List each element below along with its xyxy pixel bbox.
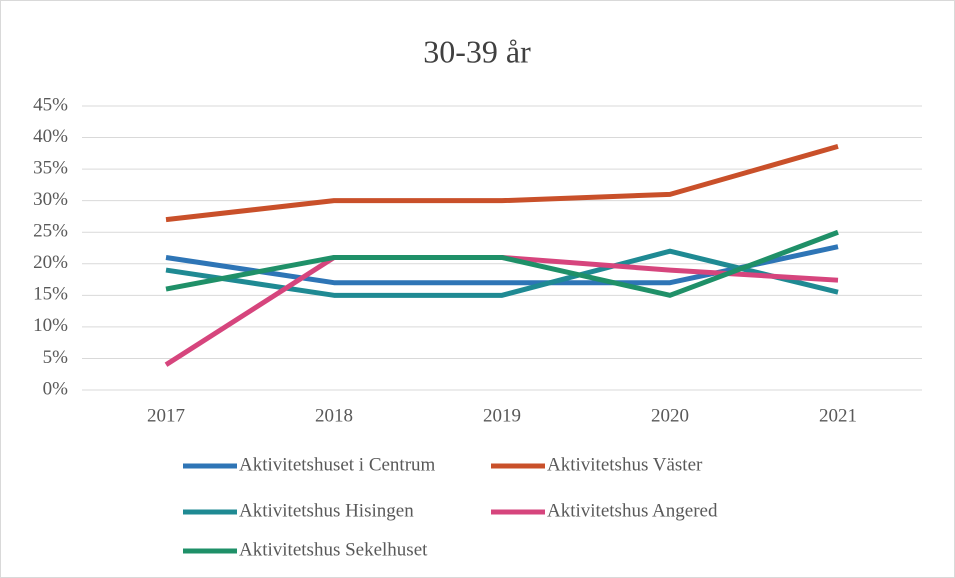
y-tick-label: 0%	[43, 378, 69, 399]
x-tick-label: 2019	[483, 405, 521, 426]
y-tick-label: 40%	[33, 126, 68, 147]
y-tick-label: 35%	[33, 157, 68, 178]
legend-label: Aktivitetshus Väster	[547, 454, 703, 475]
chart-title: 30-39 år	[423, 33, 531, 69]
legend-label: Aktivitetshus Sekelhuset	[239, 539, 428, 560]
y-tick-label: 10%	[33, 315, 68, 336]
legend-label: Aktivitetshus Angered	[547, 500, 718, 521]
x-tick-label: 2018	[315, 405, 353, 426]
y-tick-label: 5%	[43, 347, 69, 368]
series-line	[165, 248, 839, 298]
y-tick-label: 45%	[33, 94, 68, 115]
series-line	[165, 229, 839, 298]
x-tick-label: 2021	[819, 405, 857, 426]
legend-label: Aktivitetshus Hisingen	[239, 500, 414, 521]
x-tick-label: 2020	[651, 405, 689, 426]
legend-label: Aktivitetshuset i Centrum	[239, 454, 436, 475]
y-tick-label: 30%	[33, 189, 68, 210]
y-tick-label: 20%	[33, 252, 68, 273]
series-line	[165, 143, 839, 223]
x-tick-label: 2017	[147, 405, 185, 426]
y-tick-label: 25%	[33, 221, 68, 242]
y-tick-label: 15%	[33, 284, 68, 305]
series-line	[165, 244, 839, 286]
